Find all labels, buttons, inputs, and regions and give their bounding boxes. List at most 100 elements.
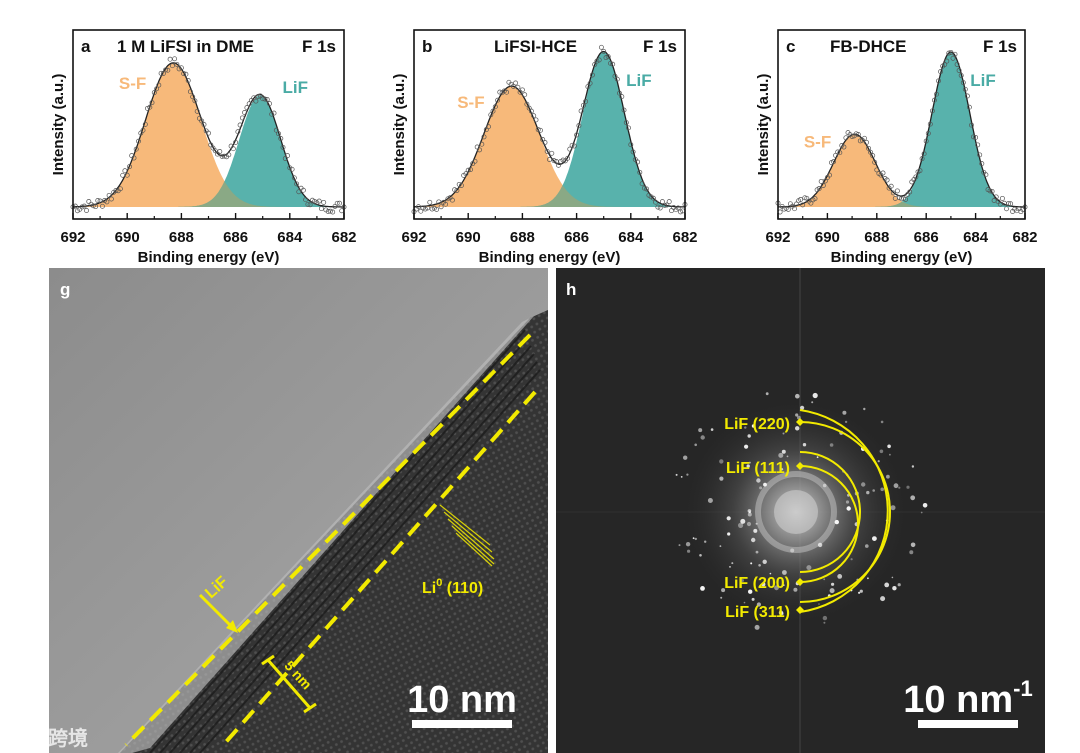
data-point [544,148,550,154]
data-point [822,178,828,184]
xps-panel-c: 692 690 688 686 684 682 Binding energy (eV) Int… [755,29,1038,266]
data-point [639,181,645,187]
data-point [172,56,178,62]
data-point [637,169,643,175]
data-point [1004,206,1009,212]
data-point [264,97,270,102]
data-point [524,101,530,107]
data-point [190,94,196,100]
diffraction-spot [886,474,890,479]
panel-title: FB-DHCE [830,37,907,56]
data-point [969,122,974,128]
diffraction-spot [754,624,760,630]
sf-peak-area [73,62,344,208]
diffraction-spot [911,465,915,468]
ring-220 [799,421,891,603]
fft-diffraction-spots [675,392,928,630]
diffraction-spot [751,537,756,543]
x-tick-label: 692 [401,229,426,246]
data-point [800,202,806,208]
fft-scale-bar [918,720,1018,728]
data-point [181,71,187,77]
data-point [973,134,979,140]
data-point [872,159,878,165]
diffraction-spot [727,532,731,536]
diffraction-spot [880,487,884,492]
data-point [156,82,162,88]
data-point [927,121,933,127]
data-point [596,57,602,63]
diffraction-spot [858,591,861,594]
fft-ring-label-220: LiF (220) [724,416,790,433]
diffraction-spot [842,410,847,415]
data-point [802,195,808,201]
data-point [664,202,670,208]
x-tick-label: 686 [223,229,248,246]
x-axis-label: Binding energy (eV) [138,249,280,266]
diffraction-spot [859,589,863,593]
diffraction-spot [778,452,784,458]
diffraction-spot [767,418,771,422]
diffraction-spot [845,500,850,504]
data-point [160,71,166,76]
data-point [603,55,609,61]
data-point [816,186,822,191]
data-point [958,73,964,78]
data-point [233,139,239,145]
diffraction-spot [861,482,866,487]
fft-scale-label: 10 nm-1 [903,676,1032,721]
data-point [610,61,616,67]
diffraction-spot [755,550,759,554]
tem-outer-boundary [124,333,532,747]
data-point [1006,201,1011,207]
data-point [587,80,593,86]
data-point [438,204,444,210]
diffraction-spot [795,413,799,417]
data-point [239,115,245,121]
data-point [133,146,139,152]
data-point [971,134,976,140]
data-point [655,204,661,210]
diffraction-spot [822,615,828,621]
panel-letter: b [422,37,432,56]
data-point [531,113,537,119]
data-point [542,140,548,145]
data-point [122,168,128,174]
data-point [931,97,937,103]
data-point [519,87,525,93]
data-point [870,153,876,159]
x-tick-label: 686 [564,229,589,246]
x-tick-label: 688 [864,229,889,246]
data-point [583,99,589,104]
data-point [165,67,171,73]
data-point [145,105,150,111]
data-point [497,89,503,95]
diffraction-spot [880,420,884,424]
data-point [843,135,849,141]
diffraction-spot [719,459,724,464]
data-point [913,174,919,180]
data-point [199,118,205,124]
diffraction-spot [795,393,800,399]
data-point [635,159,641,165]
data-point [666,199,672,205]
data-point [251,95,257,101]
data-point [262,96,268,102]
data-point [921,151,927,157]
data-point [321,199,327,205]
data-point [454,188,460,193]
data-point [318,206,324,212]
data-point [278,136,284,141]
data-point [495,97,501,103]
diffraction-spot [729,566,731,568]
data-point [608,60,613,66]
data-point [560,157,566,163]
ring-200 [799,465,859,583]
data-point [420,205,426,211]
data-point [617,90,622,96]
diffraction-spot [678,544,681,547]
data-point [513,80,519,86]
data-point [117,186,123,192]
data-point [954,61,960,67]
